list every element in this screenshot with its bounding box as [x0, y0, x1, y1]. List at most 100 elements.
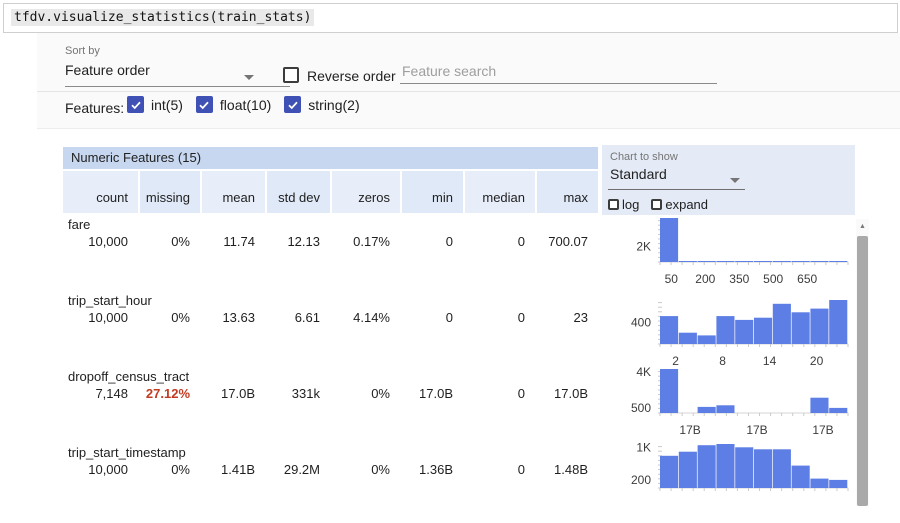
svg-text:650: 650 [797, 272, 817, 286]
stat-value: 7,148 [95, 386, 128, 401]
code-text: tfdv.visualize_statistics(train_stats) [11, 9, 315, 26]
stat-value: 27.12% [145, 386, 190, 401]
type-filter-label: float(10) [219, 96, 272, 113]
check-icon [199, 101, 210, 109]
check-icon [288, 101, 298, 109]
chevron-down-icon[interactable] [730, 178, 740, 183]
stat-value: 1.41B [221, 462, 255, 477]
stat-value: 0 [517, 462, 525, 477]
stat-value: 10,000 [88, 310, 128, 325]
svg-text:350: 350 [729, 272, 749, 286]
column-header: max [535, 171, 598, 213]
svg-text:2K: 2K [636, 240, 651, 254]
stat-value: 0% [171, 462, 190, 477]
feature-name: trip_start_hour [68, 293, 152, 308]
chart-type-dropdown[interactable]: Standard [610, 166, 667, 182]
reverse-order-label: Reverse order [307, 68, 396, 84]
svg-text:400: 400 [631, 316, 651, 330]
svg-text:200: 200 [631, 473, 651, 487]
column-header: std dev [265, 171, 330, 213]
type-filters: int(5) float(10) string(2) [127, 96, 360, 113]
stat-value: 12.13 [287, 234, 320, 249]
log-checkbox[interactable] [608, 199, 619, 210]
table-title: Numeric Features (15) [63, 147, 598, 169]
stat-value: 10,000 [88, 234, 128, 249]
checkbox-checked-icon[interactable] [284, 96, 302, 113]
stat-value: 11.74 [223, 234, 255, 249]
scrollbar[interactable]: ▲ [856, 219, 869, 506]
svg-text:20: 20 [810, 354, 824, 368]
column-header: min [400, 171, 463, 213]
svg-text:17B: 17B [679, 423, 700, 437]
feature-search-input[interactable] [400, 61, 717, 84]
feature-row: fare 10,000 0% 11.74 12.13 0.17% 0 0 700.07 [63, 213, 598, 289]
type-filter[interactable]: string(2) [284, 96, 360, 113]
chart-options: log expand [608, 197, 717, 212]
stat-value: 331k [291, 386, 320, 401]
chevron-down-icon[interactable] [244, 75, 254, 80]
stat-value: 0 [445, 234, 453, 249]
controls-panel: Sort by Feature order Reverse order Feat… [37, 33, 900, 129]
stat-value: 17.0B [419, 386, 453, 401]
histogram-svg: 400 2 8 14 20 [631, 300, 849, 368]
stat-value: 0% [371, 462, 390, 477]
column-header: missing [138, 171, 200, 213]
feature-name: fare [68, 217, 91, 232]
reverse-order-checkbox[interactable] [283, 67, 299, 83]
code-cell[interactable]: tfdv.visualize_statistics(train_stats) [3, 3, 898, 33]
svg-text:500: 500 [631, 401, 651, 415]
scroll-up-arrow-icon[interactable]: ▲ [859, 223, 866, 230]
checkbox-checked-icon[interactable] [127, 96, 144, 113]
features-label: Features: [65, 100, 125, 116]
svg-text:4K: 4K [636, 367, 651, 379]
svg-text:500: 500 [763, 272, 783, 286]
stat-value: 0 [517, 386, 525, 401]
column-header: zeros [330, 171, 400, 213]
sort-by-dropdown[interactable]: Feature order [65, 62, 150, 78]
feature-name: dropoff_census_tract [68, 369, 190, 384]
stat-value: 17.0B [221, 386, 255, 401]
column-header: median [463, 171, 535, 213]
table-body: fare 10,000 0% 11.74 12.13 0.17% 0 0 700.07 trip_… [63, 213, 598, 517]
stat-value: 29.2M [283, 462, 320, 477]
svg-text:200: 200 [695, 272, 715, 286]
type-filter[interactable]: float(10) [195, 96, 272, 113]
stat-value: 0% [371, 386, 390, 401]
stat-value: 0% [171, 310, 190, 325]
stat-value: 10,000 [88, 462, 128, 477]
histogram-chart-fare: 2K 50 200 350 500 650 [600, 216, 856, 297]
stat-value: 4.14% [353, 310, 390, 325]
svg-text:1K: 1K [636, 442, 651, 454]
stat-value: 0.17% [353, 234, 390, 249]
feature-name: trip_start_timestamp [68, 445, 186, 460]
stat-value: 1.36B [419, 462, 453, 477]
stat-value: 6.61 [294, 310, 320, 325]
chart-type-underline [608, 189, 745, 190]
histogram-svg: 1K 200 [631, 440, 849, 491]
expand-checkbox[interactable] [651, 199, 663, 210]
chart-to-show-label: Chart to show [610, 151, 678, 163]
scrollbar-thumb[interactable] [857, 236, 868, 506]
column-header: mean [200, 171, 265, 213]
feature-row: trip_start_timestamp 10,000 0% 1.41B 29.2M 0%… [63, 441, 598, 517]
sort-by-label: Sort by [65, 45, 100, 57]
feature-row: dropoff_census_tract 7,148 27.12% 17.0B 331k… [63, 365, 598, 441]
log-label: log [622, 197, 640, 212]
stat-value: 23 [573, 310, 588, 325]
stat-value: 0 [517, 234, 525, 249]
svg-text:14: 14 [763, 354, 777, 368]
histogram-chart-trip_start_timestamp: 1K 200 [600, 440, 856, 523]
histogram-svg: 4K 500 17B 17B 17B [631, 365, 849, 437]
type-filter-label: int(5) [151, 96, 183, 113]
check-icon [130, 101, 141, 109]
svg-text:17B: 17B [812, 423, 833, 437]
histogram-chart-trip_start_hour: 400 2 8 14 20 [600, 298, 856, 379]
chart-controls-panel: Chart to show Standard log expand [602, 145, 855, 215]
checkbox-checked-icon[interactable] [195, 96, 213, 113]
type-filter[interactable]: int(5) [127, 96, 183, 113]
svg-text:2: 2 [672, 354, 679, 368]
feature-row: trip_start_hour 10,000 0% 13.63 6.61 4.14% 0 0 2… [63, 289, 598, 365]
expand-label: expand [665, 197, 709, 212]
stat-value: 13.63 [222, 310, 255, 325]
table-header-row: count missing mean std dev zeros min median max [63, 171, 598, 213]
